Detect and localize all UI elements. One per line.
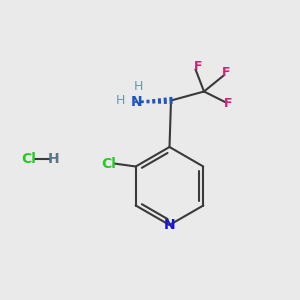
Text: F: F (224, 97, 232, 110)
Text: N: N (131, 95, 142, 109)
Text: F: F (222, 65, 231, 79)
Text: F: F (194, 59, 202, 73)
Text: Cl: Cl (21, 152, 36, 166)
Text: H: H (48, 152, 60, 166)
Text: N: N (164, 218, 175, 232)
Text: Cl: Cl (101, 157, 116, 170)
Text: H: H (133, 80, 143, 93)
Text: H: H (116, 94, 126, 107)
